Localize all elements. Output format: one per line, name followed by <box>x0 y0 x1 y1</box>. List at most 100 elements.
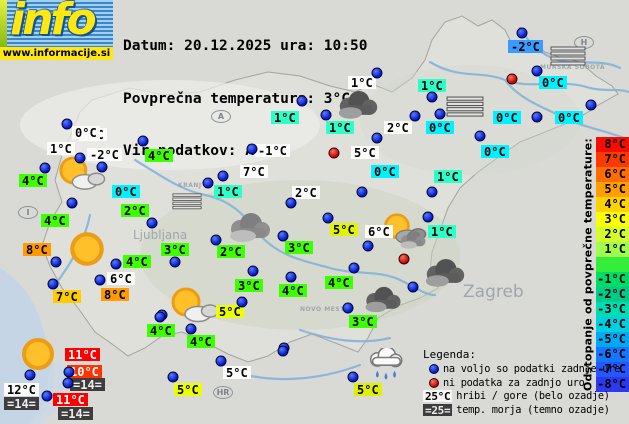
station-temp-label: 5°C <box>223 366 251 380</box>
station-dot-blue <box>348 262 360 274</box>
station-temp-label: 1°C <box>214 185 242 199</box>
station-temp-label: 3°C <box>235 279 263 293</box>
station-dot-blue <box>247 265 259 277</box>
station-temp-label: 12°C <box>4 383 39 397</box>
color-scale: 8°C 7°C 6°C 5°C 4°C 3°C 2°C 1°C -1°C -2°C -3°C -4°C… <box>596 137 629 392</box>
station-temp-label: 5°C <box>330 223 358 237</box>
station-dot-blue <box>63 366 75 378</box>
weather-icon-fog <box>446 96 484 121</box>
station-temp-label: 0°C <box>112 185 140 199</box>
station-temp-label: -2°C <box>508 40 543 54</box>
station-temp-label: 1°C <box>434 170 462 184</box>
station-temp-label: 0°C <box>493 111 521 125</box>
station-temp-label: 5°C <box>174 383 202 397</box>
header-date: Datum: 20.12.2025 ura: 10:50 <box>123 38 368 54</box>
station-dot-blue <box>347 371 359 383</box>
station-temp-label: 0°C <box>426 121 454 135</box>
station-temp-label: =14= <box>4 397 39 411</box>
station-temp-label: 0°C <box>72 126 100 140</box>
station-dot-blue <box>585 99 597 111</box>
legend-item-2: 25°C hribi / gore (belo ozadje) <box>423 390 629 403</box>
station-dot-blue <box>362 240 374 252</box>
place-label: KRANJ <box>178 182 202 189</box>
scale-segment: 6°C <box>596 167 629 182</box>
station-dot-blue <box>217 170 229 182</box>
station-dot-blue <box>66 197 78 209</box>
station-temp-label: 5°C <box>351 146 379 160</box>
logo-url-link[interactable]: www.informacije.si <box>0 47 113 60</box>
weather-icon-sun <box>18 334 58 378</box>
header-avg-temp: Povprečna temperatura: 3°C <box>123 90 350 107</box>
station-dot-blue <box>24 369 36 381</box>
scale-segment: -4°C <box>596 317 629 332</box>
station-temp-label: 4°C <box>147 324 175 338</box>
station-temp-label: 4°C <box>325 276 353 290</box>
weather-icon-fog <box>550 46 586 70</box>
station-dot-blue <box>210 234 222 246</box>
station-dot-red <box>506 73 518 85</box>
station-dot-blue <box>409 110 421 122</box>
station-dot-blue <box>342 302 354 314</box>
logo-text: info <box>10 0 97 45</box>
station-dot-blue <box>39 162 51 174</box>
road-marker: HR <box>213 386 233 399</box>
station-temp-label: 4°C <box>123 255 151 269</box>
station-dot-blue <box>320 109 332 121</box>
place-label: Ljubljana <box>133 228 188 242</box>
station-temp-label: 8°C <box>101 288 129 302</box>
legend-item-label: ni podatka za zadnjo uro <box>443 376 585 389</box>
scale-segment: 4°C <box>596 197 629 212</box>
map-header: Datum: 20.12.2025 ura: 10:50 Povprečna t… <box>123 3 367 196</box>
station-dot-blue <box>474 130 486 142</box>
scale-segment: 5°C <box>596 182 629 197</box>
weather-icon-rain <box>364 346 406 386</box>
station-dot-blue <box>285 197 297 209</box>
station-temp-label: 6°C <box>107 272 135 286</box>
station-temp-label: 1°C <box>47 142 75 156</box>
station-temp-label: =14= <box>70 378 105 392</box>
station-dot-blue <box>146 217 158 229</box>
station-temp-label: 4°C <box>279 284 307 298</box>
scale-segment: -1°C <box>596 272 629 287</box>
legend-item-1: ni podatka za zadnjo uro <box>423 377 629 389</box>
station-temp-label: 3°C <box>349 315 377 329</box>
road-marker: A <box>211 110 231 123</box>
station-dot-blue <box>169 256 181 268</box>
legend-mountain-chip: 25°C <box>423 390 453 403</box>
station-temp-label: =14= <box>58 407 93 421</box>
station-dot-blue <box>215 355 227 367</box>
station-temp-label: 4°C <box>145 149 173 163</box>
station-temp-label: 1°C <box>326 121 354 135</box>
station-temp-label: 4°C <box>187 335 215 349</box>
station-dot-blue <box>154 311 166 323</box>
station-dot-blue <box>285 271 297 283</box>
scale-segment: 1°C <box>596 242 629 257</box>
station-temp-label: 2°C <box>217 245 245 259</box>
station-dot-blue <box>371 132 383 144</box>
scale-segment: -8°C <box>596 377 629 392</box>
station-temp-label: 4°C <box>41 214 69 228</box>
station-temp-label: 4°C <box>19 174 47 188</box>
station-dot-blue <box>531 111 543 123</box>
scale-segment: -3°C <box>596 302 629 317</box>
station-temp-label: 1°C <box>418 79 446 93</box>
station-temp-label: 3°C <box>285 241 313 255</box>
station-dot-blue <box>62 377 74 389</box>
station-temp-label: 0°C <box>371 165 399 179</box>
legend: Legenda: na voljo so podatki zadnje ure n… <box>423 348 629 417</box>
station-temp-label: 1°C <box>428 225 456 239</box>
station-dot-blue <box>246 143 258 155</box>
station-dot-blue <box>167 371 179 383</box>
station-dot-blue <box>516 27 528 39</box>
legend-item-label: hribi / gore (belo ozadje) <box>456 390 610 402</box>
station-dot-blue <box>50 256 62 268</box>
station-dot-blue <box>426 91 438 103</box>
station-dot-blue <box>422 211 434 223</box>
station-dot-blue <box>434 108 446 120</box>
station-temp-label: 7°C <box>53 290 81 304</box>
scale-segment: 2°C <box>596 227 629 242</box>
station-temp-label: 8°C <box>23 243 51 257</box>
station-temp-label: 11°C <box>65 348 100 362</box>
station-temp-label: -1°C <box>255 144 290 158</box>
